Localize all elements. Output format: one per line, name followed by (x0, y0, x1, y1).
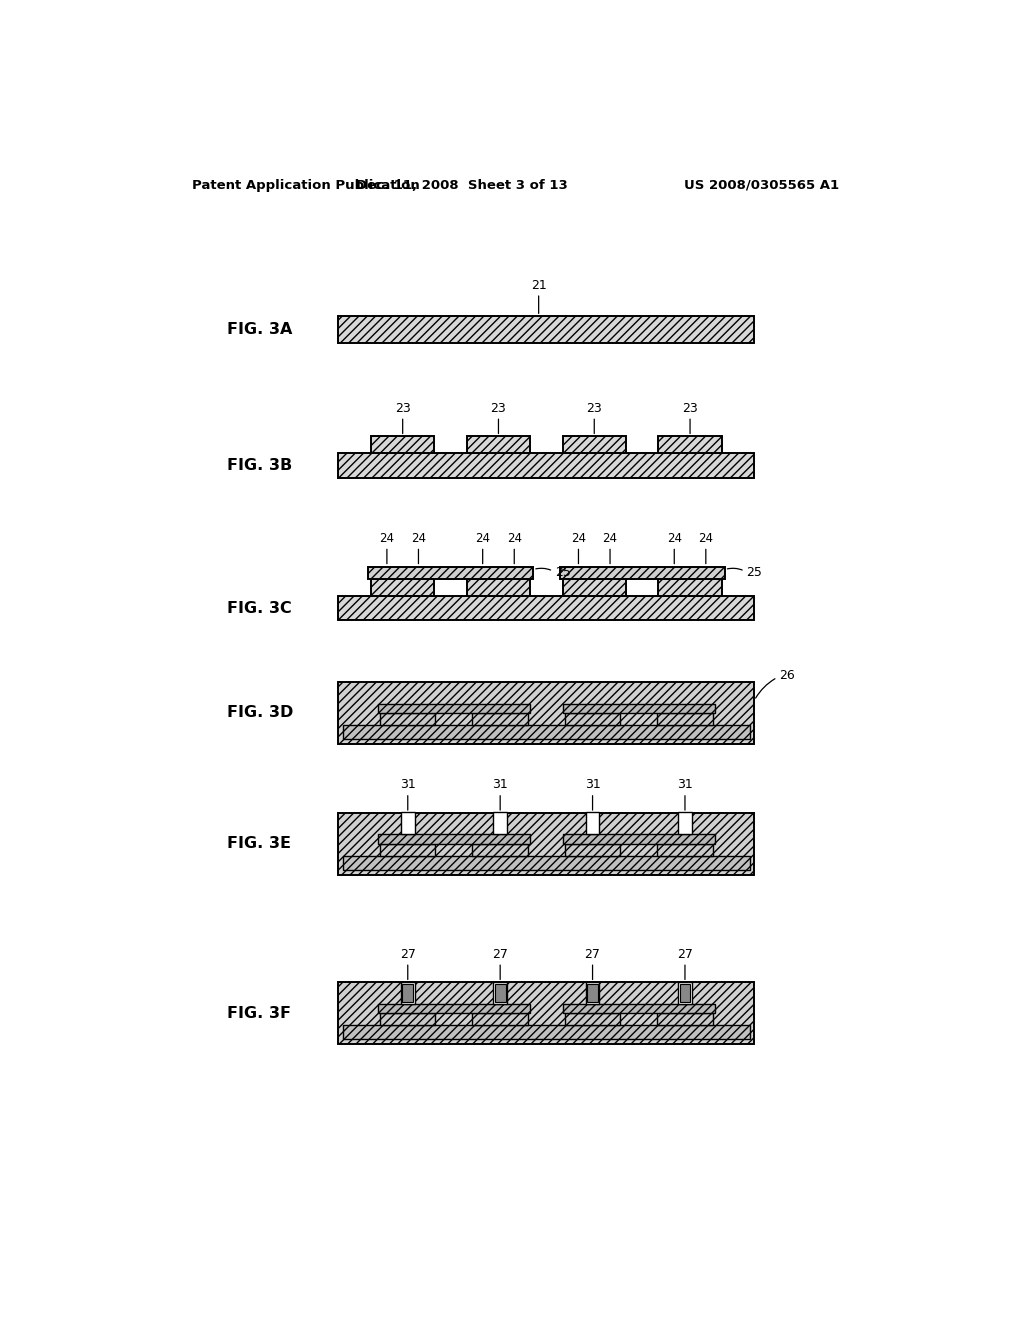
Bar (658, 578, 722, 595)
Text: FIG. 3E: FIG. 3E (226, 836, 291, 851)
Bar (494, 982, 507, 1003)
Bar (467, 578, 530, 595)
Bar (565, 1014, 621, 1026)
Text: 24: 24 (667, 532, 682, 545)
Bar (587, 983, 598, 1002)
Text: 21: 21 (530, 279, 547, 292)
Text: US 2008/0305565 A1: US 2008/0305565 A1 (684, 178, 840, 191)
Bar (657, 713, 713, 725)
Bar (559, 566, 725, 579)
Bar (678, 812, 692, 834)
Bar (343, 857, 750, 870)
Bar (678, 982, 692, 1003)
Bar (343, 725, 750, 739)
Bar (339, 453, 755, 478)
Bar (472, 1014, 528, 1026)
Text: 25: 25 (555, 566, 570, 579)
Bar (339, 682, 755, 743)
Text: 24: 24 (411, 532, 426, 545)
Text: 27: 27 (585, 948, 600, 961)
Text: 24: 24 (571, 532, 586, 545)
Bar (657, 1014, 713, 1026)
Bar (565, 713, 621, 725)
Bar (400, 982, 415, 1003)
Bar (562, 1003, 715, 1014)
Bar (495, 983, 506, 1002)
Bar (472, 713, 528, 725)
Text: 25: 25 (746, 566, 762, 579)
Bar (378, 1003, 530, 1014)
Bar (562, 578, 626, 595)
Text: 24: 24 (380, 532, 394, 545)
Bar (378, 704, 530, 713)
Text: 24: 24 (507, 532, 522, 545)
Bar (565, 843, 621, 857)
Text: 26: 26 (779, 669, 795, 682)
Bar (371, 437, 434, 453)
Text: 31: 31 (493, 779, 508, 792)
Bar (343, 1026, 750, 1039)
Bar (562, 704, 715, 713)
Text: 27: 27 (399, 948, 416, 961)
Bar (562, 834, 715, 843)
Bar (586, 812, 599, 834)
Bar (339, 595, 755, 620)
Bar (378, 834, 530, 843)
Text: FIG. 3B: FIG. 3B (226, 458, 292, 473)
Text: 23: 23 (587, 401, 602, 414)
Text: 31: 31 (677, 779, 693, 792)
Text: 24: 24 (475, 532, 490, 545)
Text: FIG. 3A: FIG. 3A (226, 322, 292, 337)
Text: Patent Application Publication: Patent Application Publication (193, 178, 420, 191)
Bar (400, 812, 415, 834)
Bar (680, 983, 690, 1002)
Bar (339, 982, 755, 1044)
Text: 31: 31 (400, 779, 416, 792)
Bar (380, 843, 435, 857)
Text: 27: 27 (677, 948, 693, 961)
Bar (339, 317, 755, 343)
Text: FIG. 3C: FIG. 3C (226, 601, 292, 615)
Bar (658, 437, 722, 453)
Text: Dec. 11, 2008  Sheet 3 of 13: Dec. 11, 2008 Sheet 3 of 13 (355, 178, 567, 191)
Text: FIG. 3D: FIG. 3D (226, 705, 293, 721)
Text: 31: 31 (585, 779, 600, 792)
Bar (467, 437, 530, 453)
Bar (380, 713, 435, 725)
Bar (371, 578, 434, 595)
Bar (339, 813, 755, 875)
Bar (657, 843, 713, 857)
Bar (472, 843, 528, 857)
Text: 24: 24 (698, 532, 714, 545)
Bar (586, 982, 599, 1003)
Bar (402, 983, 413, 1002)
Text: 27: 27 (493, 948, 508, 961)
Text: FIG. 3F: FIG. 3F (226, 1006, 291, 1020)
Bar (380, 1014, 435, 1026)
Text: 23: 23 (395, 401, 411, 414)
Text: 24: 24 (602, 532, 617, 545)
Bar (494, 812, 507, 834)
Text: 23: 23 (682, 401, 698, 414)
Bar (368, 566, 534, 579)
Text: 23: 23 (490, 401, 506, 414)
Bar (562, 437, 626, 453)
